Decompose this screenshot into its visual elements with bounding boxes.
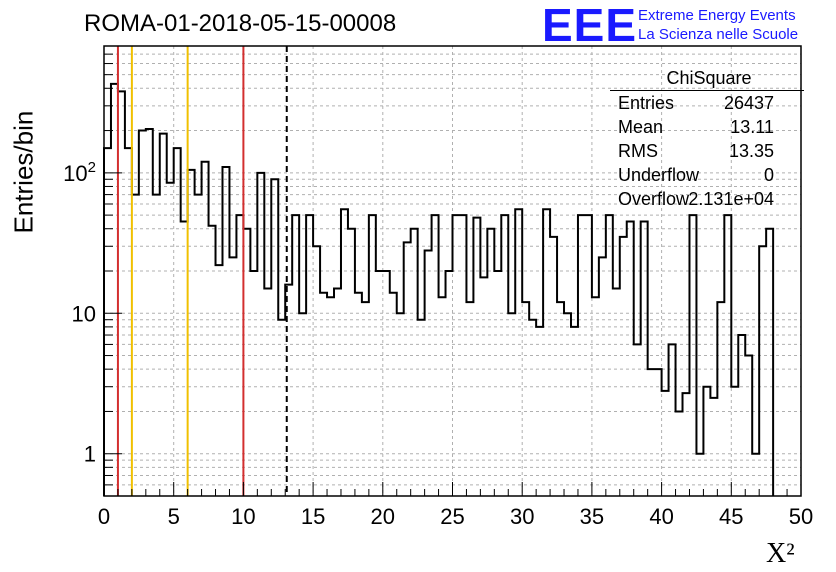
x-tick-label: 25 bbox=[440, 504, 464, 529]
y-tick-label: 10 bbox=[72, 301, 96, 326]
x-tick-label: 40 bbox=[649, 504, 673, 529]
x-tick-label: 35 bbox=[580, 504, 604, 529]
logo-line-2: La Scienza nelle Scuole bbox=[638, 26, 799, 43]
chart-title: ROMA-01-2018-05-15-00008 bbox=[84, 10, 397, 37]
stats-row: Entries 26437 bbox=[618, 93, 774, 113]
x-tick-label: 50 bbox=[789, 504, 813, 529]
x-axis-label: X² bbox=[766, 538, 795, 569]
stats-row: RMS 13.35 bbox=[618, 141, 774, 161]
stats-row: Mean 13.11 bbox=[618, 117, 774, 137]
y-axis-label: Entries/bin bbox=[8, 110, 39, 234]
x-tick-label: 10 bbox=[231, 504, 255, 529]
stats-box: ChiSquare Entries 26437 Mean 13.11 RMS 13.3… bbox=[610, 68, 804, 211]
stats-title: ChiSquare bbox=[610, 68, 804, 91]
x-tick-label: 20 bbox=[371, 504, 395, 529]
x-tick-label: 30 bbox=[510, 504, 534, 529]
x-tick-label: 15 bbox=[301, 504, 325, 529]
histogram-series bbox=[103, 82, 775, 496]
logo-line-1: Extreme Energy Events bbox=[638, 7, 796, 24]
stats-row: Underflow 0 bbox=[618, 165, 774, 185]
stats-row: Overflow 2.131e+04 bbox=[618, 189, 774, 209]
x-tick-label: 5 bbox=[168, 504, 180, 529]
x-tick-label: 45 bbox=[719, 504, 743, 529]
y-tick-label: 1 bbox=[84, 442, 96, 467]
logo-text: EEE bbox=[542, 0, 638, 51]
eee-logo: EEE Extreme Energy Events La Scienza nel… bbox=[542, 0, 798, 51]
y-tick-label: 102 bbox=[63, 159, 96, 186]
logo-caption: Extreme Energy Events La Scienza nelle S… bbox=[638, 6, 798, 44]
x-tick-label: 0 bbox=[98, 504, 110, 529]
